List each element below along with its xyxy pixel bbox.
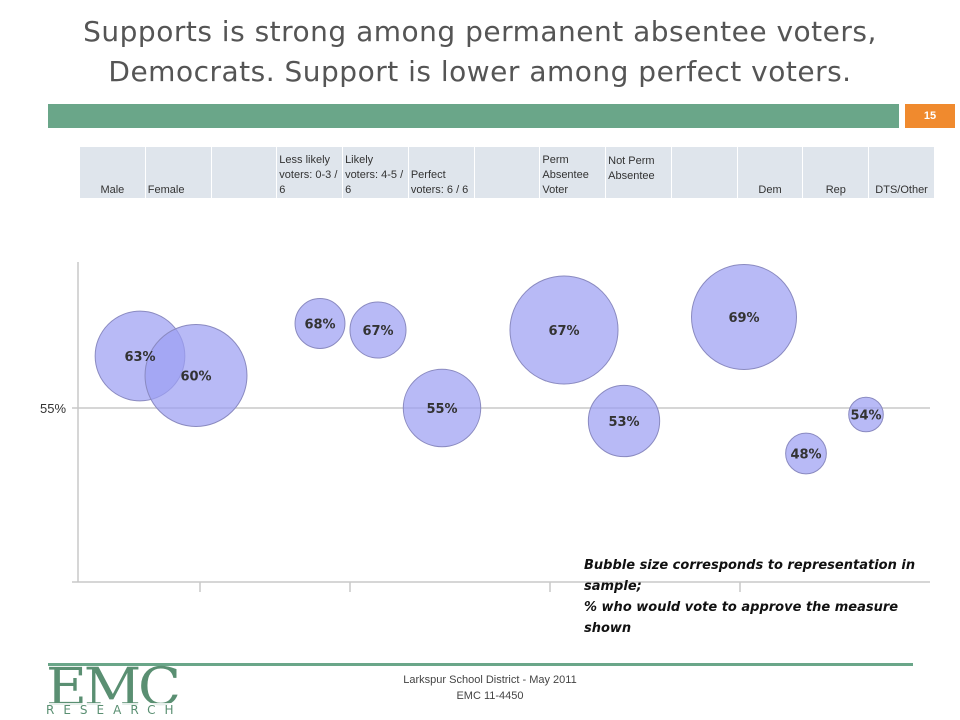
note-line-2-start: % who would vote to	[584, 600, 742, 615]
bubble-60-pct	[144, 324, 248, 427]
slide-title: Supports is strong among permanent absen…	[30, 12, 930, 92]
bubble-54-pct	[848, 396, 884, 433]
bubble-data-label: 67%	[548, 324, 579, 339]
reference-line-label: 55%	[40, 401, 66, 416]
title-accent-bar	[48, 104, 899, 128]
title-line-1: Supports is strong among permanent absen…	[83, 15, 877, 48]
chart-note: Bubble size corresponds to representatio…	[584, 555, 934, 639]
bubble-data-label: 60%	[180, 370, 211, 385]
header-cell-dts-other: DTS/Other	[869, 147, 935, 198]
logo-subtext: RESEARCH	[46, 703, 183, 717]
bubble-69-pct	[691, 264, 797, 370]
note-line-1: Bubble size corresponds to representatio…	[584, 558, 916, 594]
bubble-55-pct	[402, 368, 482, 448]
bubble-48-pct	[785, 432, 827, 475]
header-cell-female: Female	[145, 147, 212, 198]
header-cell-perm-absentee: Perm Absentee Voter	[540, 147, 607, 198]
bubble-data-label: 68%	[304, 318, 335, 333]
header-cell-blank	[211, 147, 278, 198]
header-cell-blank	[671, 147, 738, 198]
note-line-2-bold: approve	[741, 600, 802, 615]
bubble-68-pct	[294, 298, 346, 349]
header-cell-less-likely-voters: Less likely voters: 0-3 / 6	[277, 147, 344, 198]
bubble-data-label: 48%	[790, 448, 821, 463]
header-cell-likely-voters: Likely voters: 4-5 / 6	[343, 147, 409, 198]
footer-accent-line	[48, 663, 913, 666]
bubble-data-label: 63%	[124, 350, 155, 365]
bubble-labels: 63% 60% 68% 67% 55% 67% 53% 69% 48% 54%	[124, 311, 881, 463]
footer-line-2: EMC 11-4450	[456, 690, 524, 702]
header-cell-male: Male	[80, 147, 146, 198]
bubble-series	[94, 264, 884, 475]
bubble-53-pct	[587, 384, 661, 458]
bubble-data-label: 54%	[850, 409, 881, 424]
bubble-data-label: 69%	[728, 311, 759, 326]
header-cell-not-perm-absentee: Not Perm Absentee	[606, 147, 672, 198]
bubble-data-label: 55%	[426, 402, 457, 417]
emc-research-logo: EMC RESEARCH	[46, 662, 183, 717]
header-cell-blank	[474, 147, 541, 198]
title-line-2: Democrats. Support is lower among perfec…	[108, 55, 852, 88]
footer-line-1: Larkspur School District - May 2011	[403, 674, 577, 686]
x-axis-ticks	[199, 582, 741, 592]
footer-text: Larkspur School District - May 2011 EMC …	[340, 672, 640, 704]
bubble-data-label: 67%	[362, 324, 393, 339]
header-cell-perfect-voters: Perfect voters: 6 / 6	[408, 147, 475, 198]
page-number: 15	[905, 104, 955, 128]
group-header-row: Male Female Less likely voters: 0-3 / 6 …	[80, 147, 935, 198]
note-line-2-end: the measure shown	[584, 600, 899, 636]
bubble-data-label: 53%	[608, 415, 639, 430]
header-cell-dem: Dem	[737, 147, 804, 198]
header-cell-rep: Rep	[803, 147, 870, 198]
bubble-67-pct	[349, 301, 407, 359]
bubble-67-pct	[509, 275, 619, 385]
